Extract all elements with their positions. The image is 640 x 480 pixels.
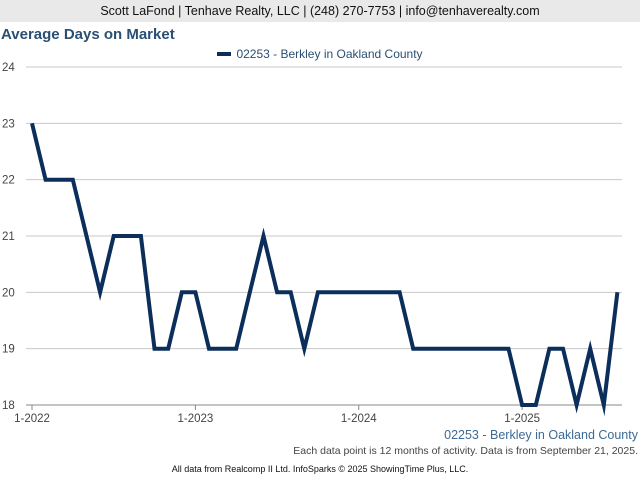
data-point: [466, 347, 469, 350]
data-point: [616, 291, 619, 294]
data-point: [207, 347, 210, 350]
data-point: [262, 235, 265, 238]
data-point: [398, 291, 401, 294]
data-point: [575, 404, 578, 407]
data-point: [480, 347, 483, 350]
data-point: [521, 404, 524, 407]
x-tick-label: 1-2023: [177, 413, 213, 425]
data-point: [167, 347, 170, 350]
data-point: [534, 404, 537, 407]
data-point: [507, 347, 510, 350]
data-point: [371, 291, 374, 294]
data-point: [139, 235, 142, 238]
data-point: [112, 235, 115, 238]
data-point: [330, 291, 333, 294]
data-point: [384, 291, 387, 294]
data-point: [221, 347, 224, 350]
data-point: [99, 291, 102, 294]
data-point: [248, 291, 251, 294]
series-label: 02253 - Berkley in Oakland County: [444, 428, 638, 442]
data-point: [412, 347, 415, 350]
data-point: [602, 404, 605, 407]
data-point: [126, 235, 129, 238]
data-point: [589, 347, 592, 350]
chart-title: Average Days on Market: [1, 26, 175, 43]
series-line: [30, 122, 620, 417]
y-tick-label: 18: [2, 400, 15, 412]
data-point: [548, 347, 551, 350]
y-tick-label: 19: [2, 344, 15, 356]
data-credit: All data from Realcomp II Ltd. InfoSpark…: [171, 464, 469, 474]
data-point: [344, 291, 347, 294]
data-point: [439, 347, 442, 350]
data-point: [44, 178, 47, 181]
y-tick-label: 22: [2, 175, 15, 187]
data-point: [425, 347, 428, 350]
y-tick-label: 24: [2, 62, 15, 74]
data-point: [289, 291, 292, 294]
data-point: [357, 291, 360, 294]
contact-header: Scott LaFond | Tenhave Realty, LLC | (24…: [0, 0, 640, 22]
data-point: [71, 178, 74, 181]
legend-swatch: [217, 51, 232, 56]
data-point: [561, 347, 564, 350]
x-tick-label: 1-2025: [504, 413, 540, 425]
y-tick-label: 21: [2, 231, 15, 243]
legend[interactable]: 02253 - Berkley in Oakland County: [0, 47, 640, 61]
data-footnote: Each data point is 12 months of activity…: [293, 445, 638, 457]
data-point: [276, 291, 279, 294]
x-tick-label: 1-2024: [341, 413, 377, 425]
x-tick-label: 1-2022: [14, 413, 50, 425]
legend-label: 02253 - Berkley in Oakland County: [236, 47, 423, 61]
y-tick-label: 20: [2, 287, 15, 299]
data-point: [235, 347, 238, 350]
data-point: [303, 347, 306, 350]
data-point: [194, 291, 197, 294]
data-point: [180, 291, 183, 294]
data-point: [58, 178, 61, 181]
data-point: [153, 347, 156, 350]
y-tick-label: 23: [2, 118, 15, 130]
data-point: [493, 347, 496, 350]
data-point: [316, 291, 319, 294]
data-point: [453, 347, 456, 350]
data-point: [31, 122, 34, 125]
data-point: [85, 235, 88, 238]
